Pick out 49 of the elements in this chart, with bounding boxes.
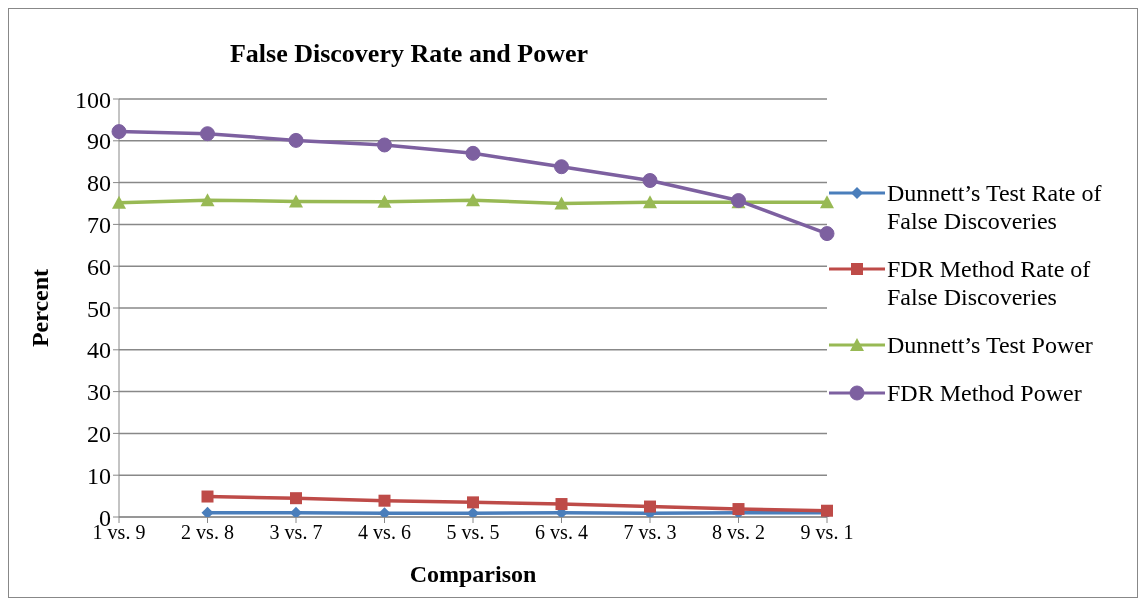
point: [465, 145, 481, 161]
point: [820, 195, 834, 209]
point: [200, 193, 215, 207]
x-tick-label: 6 vs. 4: [535, 521, 588, 544]
point: [554, 159, 569, 175]
point: [642, 173, 658, 189]
x-axis-title: Comparison: [409, 561, 537, 587]
point: [200, 126, 215, 142]
y-tick-label: 20: [87, 420, 111, 447]
x-tick-label: 5 vs. 5: [446, 521, 500, 544]
point: [112, 195, 126, 209]
legend-label: FDR Method Power: [887, 379, 1082, 407]
legend-label: FDR Method Rate of False Discoveries: [887, 255, 1092, 311]
chart-title: False Discovery Rate and Power: [228, 39, 590, 69]
point: [288, 132, 304, 148]
point: [377, 194, 392, 208]
y-tick-label: 60: [87, 253, 111, 280]
point: [289, 194, 303, 208]
point: [644, 500, 656, 513]
y-tick-label: 30: [87, 379, 111, 406]
point: [819, 226, 835, 242]
x-tick-label: 3 vs. 7: [269, 521, 323, 544]
point: [555, 498, 568, 511]
y-axis-title: Percent: [26, 268, 53, 348]
legend-label: Dunnett’s Test Rate of False Discoveries: [887, 179, 1103, 235]
point: [290, 492, 302, 505]
y-tick-label: 70: [87, 211, 111, 238]
point: [201, 490, 214, 503]
y-tick-label: 40: [87, 337, 111, 364]
point: [466, 193, 480, 207]
y-tick-label: 90: [87, 128, 111, 155]
point: [467, 507, 479, 517]
point: [378, 494, 391, 507]
y-tick-label: 10: [87, 462, 111, 489]
point: [467, 496, 479, 509]
point: [111, 124, 127, 140]
y-tick-label: 80: [87, 170, 111, 197]
point: [290, 506, 302, 517]
x-tick-label: 7 vs. 3: [623, 521, 677, 544]
y-tick-label: 100: [75, 86, 111, 113]
x-tick-label: 8 vs. 2: [712, 521, 765, 544]
point: [554, 196, 569, 210]
x-tick-label: 2 vs. 8: [181, 521, 234, 544]
point: [377, 137, 392, 153]
x-tick-label: 9 vs. 1: [800, 521, 854, 544]
x-tick-label: 4 vs. 6: [358, 521, 411, 544]
point: [643, 195, 657, 209]
y-tick-label: 50: [87, 295, 111, 322]
legend-label: Dunnett’s Test Power: [887, 331, 1093, 359]
